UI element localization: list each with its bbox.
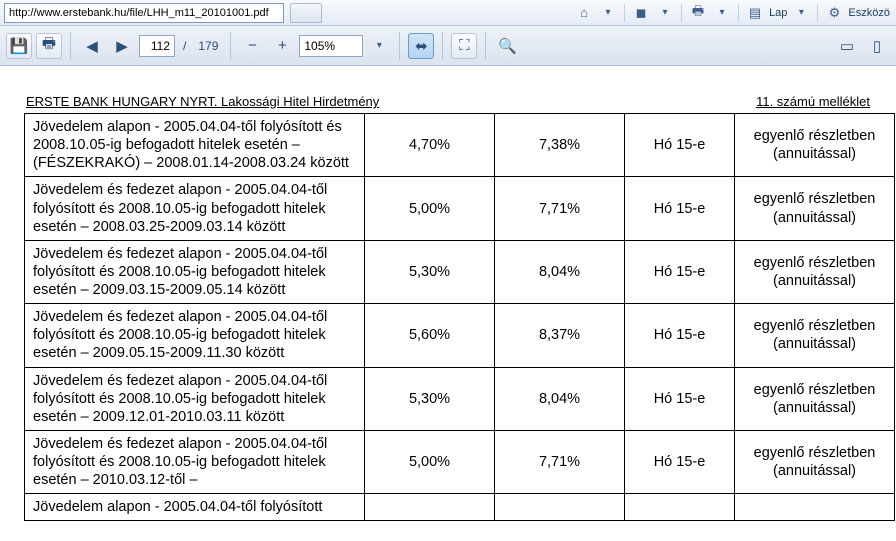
cell-description: Jövedelem és fedezet alapon - 2005.04.04… bbox=[25, 177, 365, 240]
cell-rate2: 8,37% bbox=[495, 304, 625, 367]
view-mode2-icon[interactable]: ▯ bbox=[864, 33, 890, 59]
table-row: Jövedelem alapon - 2005.04.04-től folyós… bbox=[25, 114, 895, 177]
menu-page-label[interactable]: Lap bbox=[769, 7, 787, 19]
print-icon[interactable]: 🖶 bbox=[36, 33, 62, 59]
dropdown-icon[interactable]: ▾ bbox=[370, 37, 388, 55]
dropdown-icon[interactable]: ▾ bbox=[599, 4, 617, 22]
doc-title-left: ERSTE BANK HUNGARY NYRT. Lakossági Hitel… bbox=[26, 94, 379, 109]
cell-description: Jövedelem és fedezet alapon - 2005.04.04… bbox=[25, 367, 365, 430]
cell-description: Jövedelem és fedezet alapon - 2005.04.04… bbox=[25, 430, 365, 493]
cell-payment: egyenlő részletben (annuitással) bbox=[735, 367, 895, 430]
table-row: Jövedelem és fedezet alapon - 2005.04.04… bbox=[25, 367, 895, 430]
pdf-page: ERSTE BANK HUNGARY NYRT. Lakossági Hitel… bbox=[0, 66, 896, 521]
cell-rate2: 7,38% bbox=[495, 114, 625, 177]
cell-rate1: 4,70% bbox=[365, 114, 495, 177]
home-icon[interactable]: ⌂ bbox=[575, 4, 593, 22]
cell-rate2: 8,04% bbox=[495, 240, 625, 303]
cell-rate1: 5,60% bbox=[365, 304, 495, 367]
cell-description: Jövedelem alapon - 2005.04.04-től folyós… bbox=[25, 114, 365, 177]
cell-payment: egyenlő részletben (annuitással) bbox=[735, 240, 895, 303]
cell-rate2: 7,71% bbox=[495, 177, 625, 240]
page-total: 179 bbox=[198, 39, 218, 53]
table-row: Jövedelem és fedezet alapon - 2005.04.04… bbox=[25, 177, 895, 240]
page-separator: / bbox=[183, 39, 186, 53]
table-row: Jövedelem és fedezet alapon - 2005.04.04… bbox=[25, 240, 895, 303]
cell-payment: egyenlő részletben (annuitással) bbox=[735, 177, 895, 240]
menu-tools-label[interactable]: Eszközö bbox=[848, 7, 890, 19]
dropdown-icon[interactable]: ▾ bbox=[792, 4, 810, 22]
cell-date: Hó 15-e bbox=[625, 304, 735, 367]
prev-page-icon[interactable]: ◀ bbox=[79, 33, 105, 59]
fit-width-icon[interactable]: ⬌ bbox=[408, 33, 434, 59]
cell-payment: egyenlő részletben (annuitással) bbox=[735, 430, 895, 493]
cell-description: Jövedelem és fedezet alapon - 2005.04.04… bbox=[25, 304, 365, 367]
rss-icon[interactable]: ◼ bbox=[632, 4, 650, 22]
cell-rate1: 5,00% bbox=[365, 177, 495, 240]
cell-date: Hó 15-e bbox=[625, 114, 735, 177]
doc-title-right: 11. számú melléklet bbox=[756, 94, 870, 109]
cell-description: Jövedelem és fedezet alapon - 2005.04.04… bbox=[25, 240, 365, 303]
browser-tab[interactable] bbox=[290, 3, 322, 23]
cell-rate1: 5,30% bbox=[365, 367, 495, 430]
table-row: Jövedelem alapon - 2005.04.04-től folyós… bbox=[25, 494, 895, 521]
cell-rate1: 5,00% bbox=[365, 430, 495, 493]
next-page-icon[interactable]: ▶ bbox=[109, 33, 135, 59]
page-icon[interactable]: ▤ bbox=[746, 4, 764, 22]
cell-date: Hó 15-e bbox=[625, 367, 735, 430]
print-icon[interactable]: 🖶 bbox=[689, 4, 707, 22]
dropdown-icon[interactable]: ▾ bbox=[713, 4, 731, 22]
cell-rate2: 7,71% bbox=[495, 430, 625, 493]
cell-rate1: 5,30% bbox=[365, 240, 495, 303]
dropdown-icon[interactable]: ▾ bbox=[656, 4, 674, 22]
view-mode-icon[interactable]: ▭ bbox=[834, 33, 860, 59]
url-input[interactable] bbox=[4, 3, 284, 23]
cell-date: Hó 15-e bbox=[625, 430, 735, 493]
table-row: Jövedelem és fedezet alapon - 2005.04.04… bbox=[25, 304, 895, 367]
cell-rate2: 8,04% bbox=[495, 367, 625, 430]
cell-date: Hó 15-e bbox=[625, 177, 735, 240]
rate-table: Jövedelem alapon - 2005.04.04-től folyós… bbox=[24, 113, 895, 521]
browser-address-bar: ⌂ ▾ ◼ ▾ 🖶 ▾ ▤ Lap ▾ ⚙ Eszközö bbox=[0, 0, 896, 26]
zoom-select[interactable] bbox=[299, 35, 363, 57]
cell-payment: egyenlő részletben (annuitással) bbox=[735, 304, 895, 367]
zoom-in-icon[interactable]: + bbox=[269, 33, 295, 59]
find-icon[interactable]: 🔍 bbox=[494, 33, 520, 59]
fit-page-icon[interactable]: ⛶ bbox=[451, 33, 477, 59]
zoom-out-icon[interactable]: − bbox=[239, 33, 265, 59]
tools-icon[interactable]: ⚙ bbox=[825, 4, 843, 22]
pdf-toolbar: 💾 🖶 ◀ ▶ / 179 − + ▾ ⬌ ⛶ 🔍 ▭ ▯ bbox=[0, 26, 896, 66]
cell-payment: egyenlő részletben (annuitással) bbox=[735, 114, 895, 177]
page-number-input[interactable] bbox=[139, 35, 175, 57]
cell-description: Jövedelem alapon - 2005.04.04-től folyós… bbox=[25, 494, 365, 521]
save-icon[interactable]: 💾 bbox=[6, 33, 32, 59]
table-row: Jövedelem és fedezet alapon - 2005.04.04… bbox=[25, 430, 895, 493]
cell-date: Hó 15-e bbox=[625, 240, 735, 303]
